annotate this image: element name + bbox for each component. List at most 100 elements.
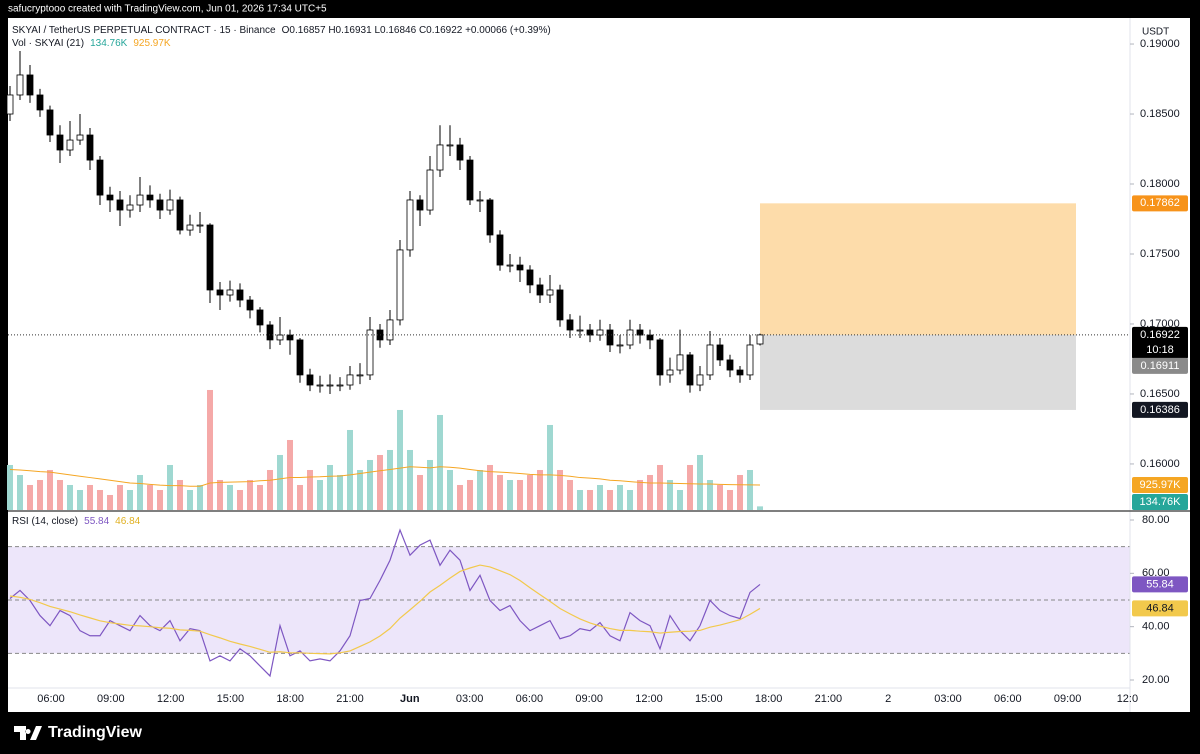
volume-bar	[327, 464, 333, 510]
candle-body	[276, 334, 284, 341]
candle-body	[226, 289, 234, 296]
symbol: SKYAI / TetherUS PERPETUAL CONTRACT · 15…	[12, 25, 276, 36]
brand: TradingView	[48, 724, 143, 741]
volume-bar	[447, 469, 453, 510]
candle-body	[56, 134, 64, 151]
candle-body	[606, 329, 614, 346]
volume-bar	[477, 469, 483, 510]
volume-bar	[157, 489, 163, 510]
candle-body	[316, 384, 324, 387]
x-tick-label: 09:00	[1054, 693, 1082, 705]
volume-bar	[567, 479, 573, 510]
candle-body	[26, 74, 34, 96]
volume-badge-label: 134.76K	[1140, 496, 1182, 508]
candle-body	[196, 224, 204, 227]
candle-body	[36, 94, 44, 111]
volume-bar	[607, 489, 613, 510]
volume-bar	[517, 479, 523, 510]
volume-bar	[457, 484, 463, 510]
target-zone	[760, 203, 1076, 335]
volume-bar	[217, 479, 223, 510]
candle-body	[486, 199, 494, 236]
candle-body	[716, 344, 724, 361]
axis-layer: USDT 0.16000 0.16500 0.17000 0.17500 0.18000…	[8, 18, 1190, 712]
volume-ma-badge-label: 925.97K	[1140, 479, 1182, 491]
candle-body	[576, 329, 584, 332]
rsi-line	[9, 528, 761, 678]
candle-body	[476, 199, 484, 202]
x-tick-label: 18:00	[276, 693, 304, 705]
volume-bar	[167, 464, 173, 510]
candle-body	[336, 384, 344, 387]
volume-bar	[97, 489, 103, 510]
candle-body	[456, 144, 464, 161]
volume-bar	[27, 484, 33, 510]
x-tick-label: 21:00	[336, 693, 364, 705]
volume-bar	[637, 479, 643, 510]
x-tick-label: 09:00	[97, 693, 125, 705]
candle-body	[506, 264, 514, 267]
volume-ma-last: 925.97K	[133, 38, 171, 49]
x-tick-label: 03:00	[934, 693, 962, 705]
volume-bar	[307, 469, 313, 510]
y-tick-label: 20.00	[1142, 674, 1170, 686]
volume-bar	[337, 474, 343, 510]
candle-body	[666, 369, 674, 376]
volume-bar	[187, 489, 193, 510]
price-badge	[1132, 195, 1188, 212]
candle-body	[556, 289, 564, 321]
y-tick-label: 0.18000	[1140, 178, 1180, 190]
volume-badge	[1132, 494, 1188, 510]
candle-body	[706, 344, 714, 376]
last-price-badge	[1132, 326, 1188, 359]
rsi-last: 55.84	[84, 516, 109, 527]
candle-body	[306, 374, 314, 386]
x-tick-label: 06:00	[994, 693, 1022, 705]
candle-body	[386, 319, 394, 341]
candle-body	[176, 199, 184, 231]
rsi-layer	[8, 528, 1130, 678]
volume-bar	[497, 474, 503, 510]
volume-bar	[727, 489, 733, 510]
volume-bar	[387, 449, 393, 510]
volume-bar	[757, 506, 763, 510]
countdown: 10:18	[1146, 344, 1174, 356]
volume-bar	[687, 464, 693, 510]
price-badge	[1132, 357, 1188, 374]
candle-body	[106, 194, 114, 201]
y-tick-label: 0.19000	[1140, 38, 1180, 50]
currency-box	[1136, 24, 1168, 40]
rsi-badge	[1132, 600, 1188, 617]
volume-bar	[207, 389, 213, 510]
y-tick-label: 0.18500	[1140, 108, 1180, 120]
volume-bar	[317, 479, 323, 510]
candle-body	[296, 339, 304, 376]
candle-body	[446, 144, 454, 147]
candle-body	[756, 334, 764, 345]
candle-body	[166, 199, 174, 211]
volume-bar	[557, 469, 563, 510]
volume-layer	[7, 389, 763, 510]
back-layer	[760, 203, 1076, 410]
volume-bar	[577, 489, 583, 510]
last-price-label: 0.16922	[1140, 329, 1180, 341]
candle-body	[366, 329, 374, 376]
y-tick-label: 0.16000	[1140, 458, 1180, 470]
volume-bar	[227, 484, 233, 510]
x-tick-label: 12:00	[635, 693, 663, 705]
candle-body	[696, 374, 704, 386]
volume-bar	[7, 464, 13, 510]
candle-body	[586, 329, 594, 336]
volume-bar	[487, 464, 493, 510]
volume-bar	[297, 484, 303, 510]
candle-body	[16, 74, 24, 96]
volume-bar	[87, 484, 93, 510]
price-badge-label: 0.16911	[1141, 360, 1180, 372]
candle-body	[236, 289, 244, 301]
candle-body	[686, 354, 694, 386]
candle-body	[566, 319, 574, 331]
candle-body	[526, 269, 534, 286]
volume-bar	[277, 454, 283, 510]
candle-body	[146, 194, 154, 201]
